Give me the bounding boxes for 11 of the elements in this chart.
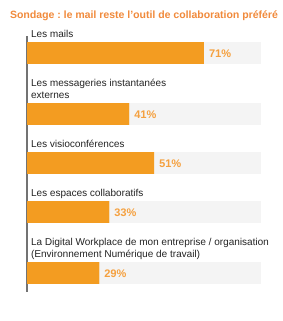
y-tick-label: La Digital Workplace de mon entreprise / organisation (Environnement Numérique de travail) <box>31 237 269 260</box>
data-label: 41% <box>134 109 156 121</box>
data-label: 71% <box>209 48 232 60</box>
y-tick-label: Les visioconférences <box>31 139 124 150</box>
y-tick-label: Les espaces collaboratifs <box>31 188 144 199</box>
data-label: 29% <box>104 268 127 280</box>
data-label: 51% <box>159 158 182 170</box>
chart-title: Sondage : le mail reste l’outil de collaboration préféré <box>10 9 278 21</box>
data-label: 33% <box>114 207 137 219</box>
y-tick-label: Les messageries instantanées externes <box>31 78 166 101</box>
y-tick-label: Les mails <box>31 29 74 40</box>
